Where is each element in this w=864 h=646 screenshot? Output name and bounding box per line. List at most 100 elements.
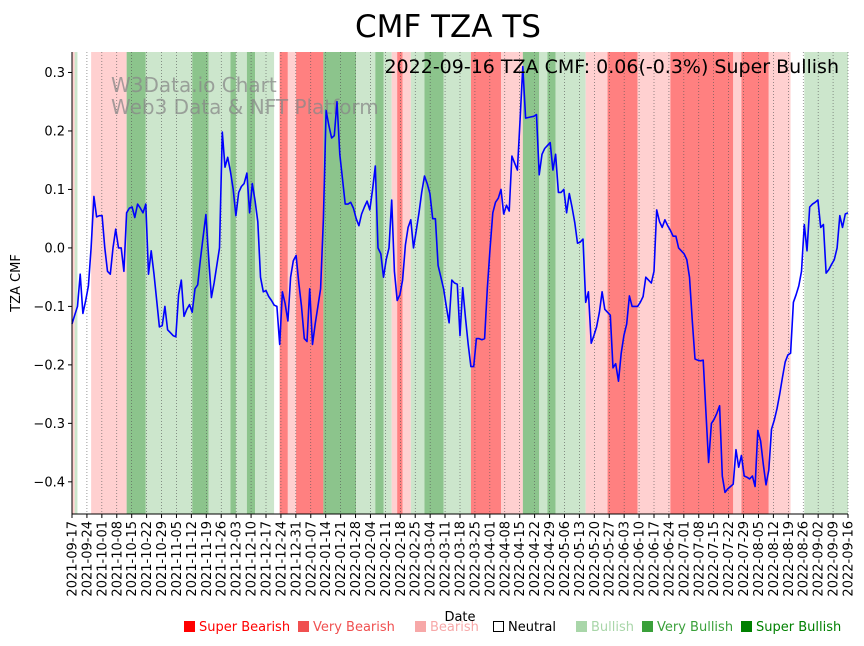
band-35	[670, 52, 734, 514]
band-5	[145, 52, 193, 514]
series-line-tza-cmf	[71, 65, 849, 494]
x-tick-label-35: 2022-05-20	[588, 521, 603, 597]
band-38	[768, 52, 791, 514]
x-tick-label-49: 2022-08-26	[797, 521, 812, 597]
x-tick-label-47: 2022-08-12	[767, 521, 782, 597]
legend-label-super-bullish: Super Bullish	[756, 620, 842, 635]
legend-swatch-super-bullish	[741, 621, 752, 632]
watermark-line-1: W3Data.io Chart	[111, 73, 277, 97]
y-tick-label-3: −0.1	[33, 300, 65, 315]
band-2	[77, 52, 92, 514]
x-axis-label: Date	[444, 610, 475, 625]
chart-title: CMF TZA TS	[355, 9, 541, 45]
watermark-line-2: Web3 Data & NFT Platform	[111, 95, 379, 119]
x-tick-label-44: 2022-07-22	[722, 521, 737, 597]
x-tick-label-50: 2022-09-02	[812, 521, 827, 597]
x-tick-label-43: 2022-07-15	[707, 521, 722, 597]
legend-label-neutral: Neutral	[508, 620, 556, 635]
band-40	[804, 52, 848, 514]
band-26	[470, 52, 501, 514]
legend-label-very-bullish: Very Bullish	[657, 620, 734, 635]
y-tick-label-2: −0.2	[33, 358, 65, 373]
x-tick-label-11: 2021-12-03	[230, 521, 245, 597]
x-tick-label-26: 2022-03-18	[454, 521, 469, 597]
legend-item-neutral: Neutral	[493, 620, 556, 635]
x-tick-label-36: 2022-05-27	[603, 521, 618, 597]
band-37	[741, 52, 769, 514]
legend-swatch-very-bearish	[298, 621, 309, 632]
band-6	[192, 52, 209, 514]
band-23	[410, 52, 425, 514]
y-tick-label-0: −0.4	[33, 475, 65, 490]
legend-item-very-bearish: Very Bearish	[298, 620, 395, 635]
x-tick-label-39: 2022-06-17	[648, 521, 663, 597]
x-tick-label-42: 2022-07-08	[692, 521, 707, 597]
legend-swatch-bullish	[576, 621, 587, 632]
x-tick-label-17: 2022-01-14	[319, 521, 334, 597]
x-tick-label-10: 2021-11-26	[215, 521, 230, 597]
x-tick-label-2: 2021-10-01	[95, 521, 110, 597]
band-13	[279, 52, 288, 514]
band-14	[287, 52, 297, 514]
band-18	[375, 52, 384, 514]
x-tick-label-24: 2022-03-04	[424, 521, 439, 597]
x-tick-label-5: 2021-10-22	[140, 521, 155, 597]
band-12	[274, 52, 280, 514]
x-tick-label-4: 2021-10-15	[125, 521, 140, 597]
x-tick-label-41: 2022-07-01	[677, 521, 692, 597]
x-tick-label-22: 2022-02-18	[394, 521, 409, 597]
y-tick-label-1: −0.3	[33, 417, 65, 432]
x-tick-label-14: 2021-12-24	[274, 521, 289, 597]
legend-swatch-super-bearish	[184, 621, 195, 632]
legend-item-super-bearish: Super Bearish	[184, 620, 290, 635]
x-tick-label-0: 2021-09-17	[66, 521, 81, 597]
band-25	[443, 52, 471, 514]
x-tick-label-40: 2022-06-24	[662, 521, 677, 597]
band-30	[547, 52, 556, 514]
x-tick-label-9: 2021-11-19	[200, 521, 215, 597]
y-tick-label-4: 0.0	[44, 241, 65, 256]
band-11	[255, 52, 275, 514]
y-tick-label-5: 0.1	[44, 183, 65, 198]
band-19	[383, 52, 392, 514]
x-tick-label-6: 2021-10-29	[155, 521, 170, 597]
band-7	[208, 52, 231, 514]
x-tick-label-23: 2022-02-25	[409, 521, 424, 597]
band-29	[539, 52, 548, 514]
x-tick-label-12: 2021-12-10	[245, 521, 260, 597]
x-tick-label-8: 2021-11-12	[185, 521, 200, 597]
legend-label-super-bearish: Super Bearish	[199, 620, 291, 635]
legend-swatch-bearish	[415, 621, 426, 632]
x-tick-label-33: 2022-05-06	[558, 521, 573, 597]
x-tick-label-21: 2022-02-11	[379, 521, 394, 597]
band-15	[296, 52, 324, 514]
x-tick-label-52: 2022-09-16	[842, 521, 857, 597]
status-annotation: 2022-09-16 TZA CMF: 0.06(-0.3%) Super Bu…	[384, 56, 839, 78]
legend-item-very-bullish: Very Bullish	[642, 620, 733, 635]
x-tick-label-16: 2022-01-07	[304, 521, 319, 597]
x-tick-label-27: 2022-03-25	[468, 521, 483, 597]
x-tick-label-45: 2022-07-29	[737, 521, 752, 597]
legend-item-bullish: Bullish	[576, 620, 634, 635]
band-39	[790, 52, 805, 514]
band-0	[72, 52, 75, 514]
band-1	[74, 52, 78, 514]
x-tick-label-46: 2022-08-05	[752, 521, 767, 597]
legend-label-very-bearish: Very Bearish	[313, 620, 395, 635]
x-tick-label-1: 2021-09-24	[80, 521, 95, 597]
x-tick-label-3: 2021-10-08	[110, 521, 125, 597]
band-31	[555, 52, 586, 514]
x-tick-label-18: 2022-01-21	[334, 521, 349, 597]
x-tick-label-13: 2021-12-17	[260, 521, 275, 597]
band-33	[607, 52, 638, 514]
x-tick-label-37: 2022-06-03	[618, 521, 633, 597]
band-9	[235, 52, 247, 514]
legend: Super Bearish Very Bearish Bearish Neutr…	[0, 620, 864, 640]
x-tick-label-7: 2021-11-05	[170, 521, 185, 597]
y-tick-label-6: 0.2	[44, 124, 65, 139]
band-3	[91, 52, 127, 514]
y-axis-label: TZA CMF	[9, 254, 24, 313]
x-tick-label-29: 2022-04-08	[498, 521, 513, 597]
